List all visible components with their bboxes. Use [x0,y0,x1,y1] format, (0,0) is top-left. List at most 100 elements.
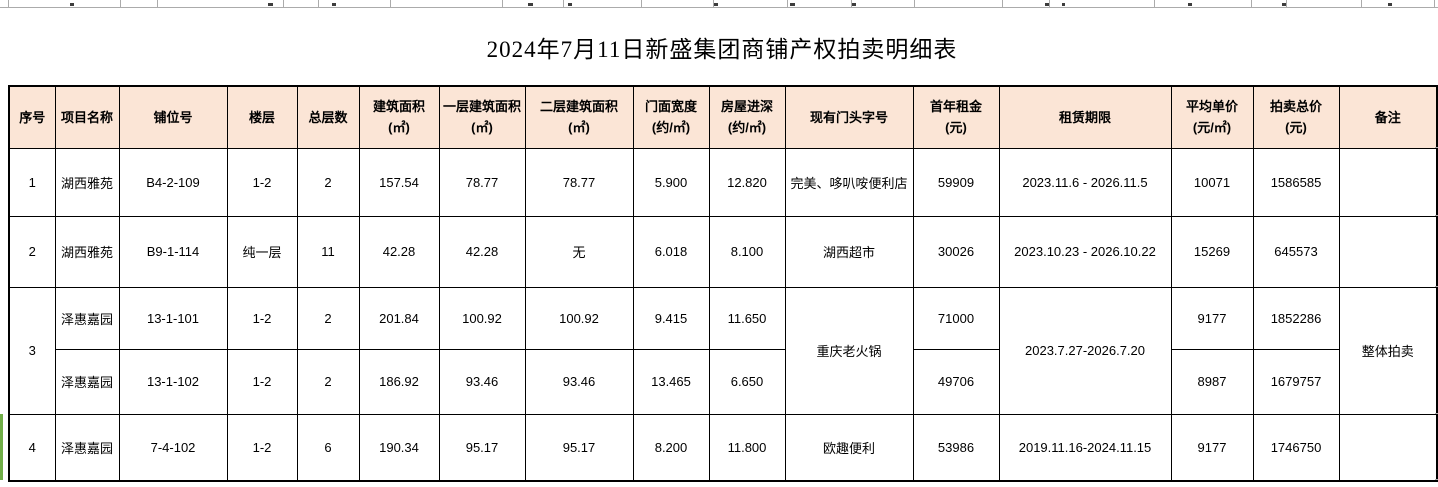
cell-total-floors[interactable]: 11 [296,215,360,288]
cell-avg-price[interactable]: 15269 [1170,215,1254,288]
cell-note[interactable] [1338,215,1438,288]
cell-lease-term[interactable]: 2023.11.6 - 2026.11.5 [998,147,1172,217]
cell-avg-price[interactable]: 10071 [1170,147,1254,217]
cell-tenant[interactable]: 欧趣便利 [784,413,914,482]
cell-area[interactable]: 42.28 [358,215,440,288]
cell-floor[interactable]: 1-2 [226,147,298,217]
col-header-auction-total[interactable]: 拍卖总价 (元) [1252,85,1340,149]
cell-avg-price[interactable]: 8987 [1170,348,1254,415]
cell-area[interactable]: 157.54 [358,147,440,217]
cell-floor[interactable]: 纯一层 [226,215,298,288]
cell-total-floors[interactable]: 2 [296,286,360,350]
cell-no[interactable]: 2 [8,215,56,288]
cell-no[interactable]: 3 [8,286,56,415]
cell-area-floor2[interactable]: 无 [524,215,634,288]
cutoff-text-fragment [1188,3,1192,6]
col-header-avg-price[interactable]: 平均单价 (元/㎡) [1170,85,1254,149]
col-header-front-width[interactable]: 门面宽度 (约/㎡) [632,85,710,149]
cell-note[interactable] [1338,147,1438,217]
cell-no[interactable]: 1 [8,147,56,217]
cell-first-year-rent[interactable]: 71000 [912,286,1000,350]
col-header-project[interactable]: 项目名称 [54,85,120,149]
grid-line [1049,0,1050,7]
cell-depth[interactable]: 11.650 [708,286,786,350]
cutoff-text-fragment [714,3,718,6]
cell-area-floor2[interactable]: 100.92 [524,286,634,350]
cell-project[interactable]: 泽惠嘉园 [54,348,120,415]
col-header-lease-term[interactable]: 租赁期限 [998,85,1172,149]
cell-front-width[interactable]: 6.018 [632,215,710,288]
col-header-tenant[interactable]: 现有门头字号 [784,85,914,149]
cell-first-year-rent[interactable]: 49706 [912,348,1000,415]
cell-auction-total[interactable]: 1679757 [1252,348,1340,415]
cell-shop-id[interactable]: 7-4-102 [118,413,228,482]
cell-first-year-rent[interactable]: 59909 [912,147,1000,217]
cell-area[interactable]: 201.84 [358,286,440,350]
cell-shop-id[interactable]: B9-1-114 [118,215,228,288]
cell-front-width[interactable]: 8.200 [632,413,710,482]
cell-floor[interactable]: 1-2 [226,348,298,415]
cell-note[interactable]: 整体拍卖 [1338,286,1438,415]
cell-no[interactable]: 4 [8,413,56,482]
sheet-title[interactable]: 2024年7月11日新盛集团商铺产权拍卖明细表 [486,36,958,62]
cell-auction-total[interactable]: 1852286 [1252,286,1340,350]
cell-depth[interactable]: 6.650 [708,348,786,415]
cell-depth[interactable]: 8.100 [708,215,786,288]
header-row: 序号 项目名称 铺位号 楼层 总层数 建筑面积 (㎡) 一层建筑面积 (㎡) 二层建… [8,85,1438,149]
grid-line [1286,0,1287,7]
cutoff-text-fragment [1062,3,1065,6]
col-header-area-floor1[interactable]: 一层建筑面积 (㎡) [438,85,526,149]
cell-total-floors[interactable]: 2 [296,348,360,415]
cell-lease-term[interactable]: 2023.7.27-2026.7.20 [998,286,1172,415]
cell-shop-id[interactable]: 13-1-101 [118,286,228,350]
cell-project[interactable]: 湖西雅苑 [54,215,120,288]
cell-front-width[interactable]: 9.415 [632,286,710,350]
cell-tenant[interactable]: 重庆老火锅 [784,286,914,415]
cell-first-year-rent[interactable]: 53986 [912,413,1000,482]
cell-area-floor1[interactable]: 100.92 [438,286,526,350]
cell-depth[interactable]: 11.800 [708,413,786,482]
col-header-total-floors[interactable]: 总层数 [296,85,360,149]
cell-lease-term[interactable]: 2019.11.16-2024.11.15 [998,413,1172,482]
cell-avg-price[interactable]: 9177 [1170,286,1254,350]
col-header-area-floor2[interactable]: 二层建筑面积 (㎡) [524,85,634,149]
cell-project[interactable]: 湖西雅苑 [54,147,120,217]
cell-total-floors[interactable]: 2 [296,147,360,217]
cell-area-floor2[interactable]: 93.46 [524,348,634,415]
cell-avg-price[interactable]: 9177 [1170,413,1254,482]
cell-area-floor1[interactable]: 95.17 [438,413,526,482]
cell-floor[interactable]: 1-2 [226,286,298,350]
col-header-depth[interactable]: 房屋进深 (约/㎡) [708,85,786,149]
cell-tenant[interactable]: 完美、哆叭咹便利店 [784,147,914,217]
cell-first-year-rent[interactable]: 30026 [912,215,1000,288]
cell-area-floor2[interactable]: 95.17 [524,413,634,482]
cell-area[interactable]: 190.34 [358,413,440,482]
cell-auction-total[interactable]: 645573 [1252,215,1340,288]
cell-note[interactable] [1338,413,1438,482]
cell-depth[interactable]: 12.820 [708,147,786,217]
cell-auction-total[interactable]: 1746750 [1252,413,1340,482]
col-header-note[interactable]: 备注 [1338,85,1438,149]
cell-front-width[interactable]: 13.465 [632,348,710,415]
cell-area-floor1[interactable]: 42.28 [438,215,526,288]
cell-floor[interactable]: 1-2 [226,413,298,482]
cell-tenant[interactable]: 湖西超市 [784,215,914,288]
cell-area-floor1[interactable]: 78.77 [438,147,526,217]
cell-shop-id[interactable]: B4-2-109 [118,147,228,217]
cell-total-floors[interactable]: 6 [296,413,360,482]
col-header-shop-id[interactable]: 铺位号 [118,85,228,149]
cell-area-floor2[interactable]: 78.77 [524,147,634,217]
cell-front-width[interactable]: 5.900 [632,147,710,217]
cell-project[interactable]: 泽惠嘉园 [54,413,120,482]
col-header-no[interactable]: 序号 [8,85,56,149]
col-header-area[interactable]: 建筑面积 (㎡) [358,85,440,149]
col-header-floor[interactable]: 楼层 [226,85,298,149]
cell-lease-term[interactable]: 2023.10.23 - 2026.10.22 [998,215,1172,288]
cell-area-floor1[interactable]: 93.46 [438,348,526,415]
cutoff-text-fragment [1045,3,1049,6]
cell-auction-total[interactable]: 1586585 [1252,147,1340,217]
cell-project[interactable]: 泽惠嘉园 [54,286,120,350]
col-header-first-year-rent[interactable]: 首年租金 (元) [912,85,1000,149]
cell-area[interactable]: 186.92 [358,348,440,415]
cell-shop-id[interactable]: 13-1-102 [118,348,228,415]
